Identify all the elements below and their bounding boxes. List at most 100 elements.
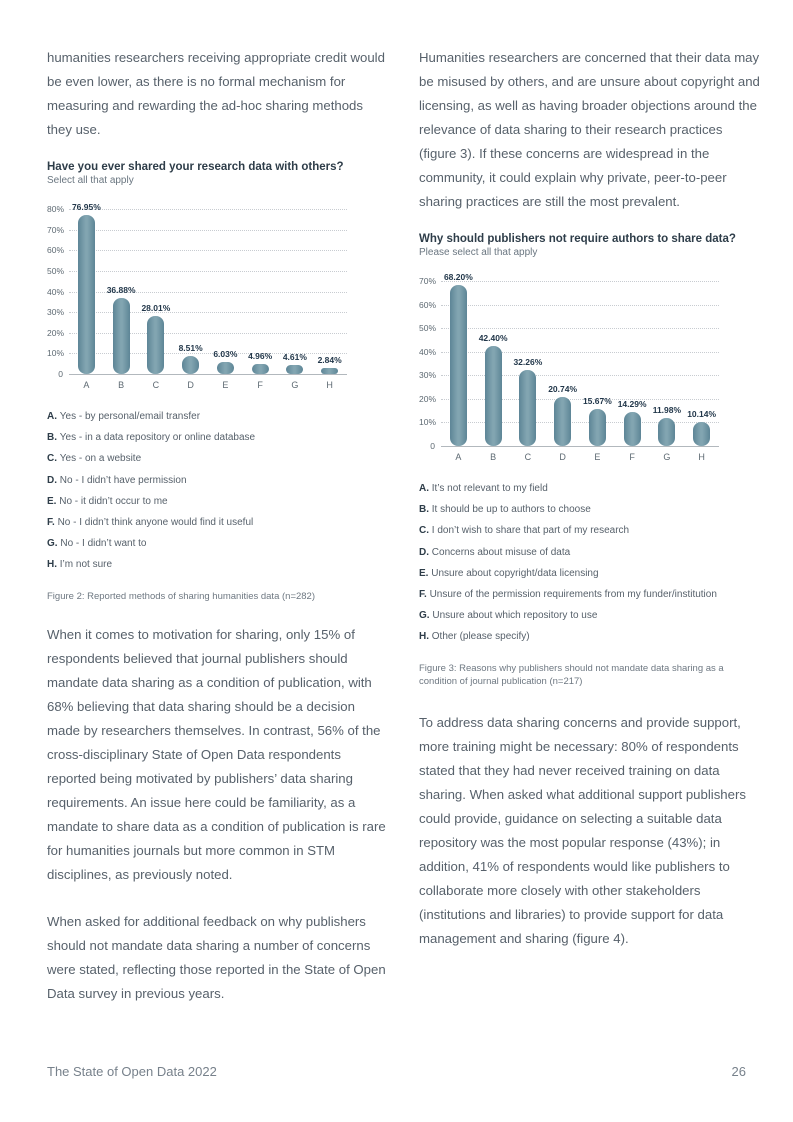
x-axis-label: D <box>559 452 566 462</box>
paragraph-support: To address data sharing concerns and pro… <box>419 714 746 946</box>
x-axis-label: F <box>257 380 263 390</box>
x-axis-line <box>441 446 719 447</box>
gridline <box>441 398 719 400</box>
gridline <box>69 270 347 272</box>
legend-item: E. Unsure about copyright/data licensing <box>419 567 599 579</box>
x-axis-label: B <box>490 452 497 462</box>
bar-value-label: 10.14% <box>687 409 717 420</box>
legend-item: E. No - it didn’t occur to me <box>47 495 168 507</box>
bar-C <box>147 316 165 374</box>
y-axis-tick: 20% <box>47 327 65 338</box>
figure-caption: Figure 3: Reasons why publishers should … <box>419 662 724 687</box>
legend-key: H. <box>47 559 60 571</box>
y-axis-tick: 10% <box>419 417 437 428</box>
x-axis-label: C <box>152 380 160 390</box>
bar-value-label: 36.88% <box>106 284 136 295</box>
x-axis-label: F <box>629 452 635 462</box>
legend-item: H. I’m not sure <box>47 559 113 571</box>
legend-item: A. Yes - by personal/email transfer <box>47 411 201 422</box>
chart-subtitle: Select all that apply <box>47 175 134 186</box>
two-column-layout: humanities researchers receiving appropr… <box>47 46 762 1024</box>
y-axis-tick: 50% <box>419 323 437 334</box>
bar-value-label: 28.01% <box>141 303 171 314</box>
bar-E <box>588 409 606 446</box>
figure-3-block: Why should publishers not require author… <box>419 232 762 688</box>
legend-key: B. <box>47 432 60 444</box>
paragraph-concerns: Humanities researchers are concerned tha… <box>419 50 760 209</box>
legend-key: C. <box>47 453 60 465</box>
x-axis-label: B <box>118 380 125 390</box>
paragraph-feedback: When asked for additional feedback on wh… <box>47 913 386 1001</box>
figure-2-block: Have you ever shared your research data … <box>47 160 390 603</box>
gridline <box>69 291 347 293</box>
bar-B <box>484 346 502 446</box>
page-footer: The State of Open Data 2022 26 <box>47 1064 746 1079</box>
bar-value-label: 42.40% <box>478 333 508 344</box>
gridline <box>441 422 719 424</box>
legend-item: A. It’s not relevant to my field <box>419 483 548 494</box>
bar-value-label: 15.67% <box>582 396 612 407</box>
bar-A <box>449 285 467 446</box>
bar-F <box>623 412 641 446</box>
legend-key: A. <box>47 411 60 422</box>
gridline <box>441 375 719 377</box>
y-axis-tick: 40% <box>419 346 437 357</box>
legend-item: G. Unsure about which repository to use <box>419 610 598 622</box>
legend-item: G. No - I didn’t want to <box>47 538 147 550</box>
legend-key: F. <box>419 589 430 601</box>
legend-item: C. Yes - on a website <box>47 453 142 465</box>
legend-key: C. <box>419 525 432 537</box>
x-axis-label: H <box>698 452 705 462</box>
legend-key: D. <box>419 546 432 558</box>
y-axis-tick: 70% <box>419 276 437 286</box>
bar-A <box>77 215 95 374</box>
left-column: humanities researchers receiving appropr… <box>47 46 390 1024</box>
bar-E <box>216 361 234 374</box>
legend-key: H. <box>419 631 432 643</box>
gridline <box>441 281 719 282</box>
legend-item: B. It should be up to authors to choose <box>419 504 591 516</box>
gridline <box>69 312 347 314</box>
bar-G <box>658 417 676 446</box>
bar-D <box>182 356 200 374</box>
bar-chart-plot: 70% 60% 50% 40% 30% 20% 10% 0 68.20% A 42.40% B 32.2… <box>419 269 725 464</box>
x-axis-label: E <box>594 452 601 462</box>
y-axis-tick: 60% <box>47 245 65 256</box>
y-axis-tick: 20% <box>419 393 437 404</box>
bar-value-label: 6.03% <box>213 348 238 359</box>
legend-key: A. <box>419 483 432 494</box>
bar-value-label: 68.20% <box>443 272 473 283</box>
x-axis-label: G <box>663 452 671 462</box>
y-axis-tick: 60% <box>419 299 437 310</box>
bar-value-label: 11.98% <box>652 404 682 415</box>
x-axis-label: A <box>83 380 90 390</box>
gridline <box>69 332 347 334</box>
x-axis-label: E <box>222 380 229 390</box>
bar-value-label: 76.95% <box>71 202 101 213</box>
legend-item: F. No - I didn’t think anyone would find… <box>47 517 254 529</box>
y-axis-tick: 40% <box>47 286 65 297</box>
y-axis-tick: 0 <box>430 441 435 451</box>
legend-item: D. No - I didn’t have permission <box>47 474 187 486</box>
footer-report-title: The State of Open Data 2022 <box>47 1064 217 1079</box>
bar-F <box>251 363 269 374</box>
legend-item: B. Yes - in a data repository or online … <box>47 432 256 444</box>
bar-value-label: 4.61% <box>282 351 307 362</box>
bar-H <box>693 422 711 446</box>
y-axis-tick: 0 <box>58 369 63 379</box>
bar-value-label: 2.84% <box>317 355 342 366</box>
gridline <box>69 229 347 231</box>
legend-key: G. <box>419 610 433 622</box>
bar-B <box>112 297 130 374</box>
page-number: 26 <box>731 1064 746 1079</box>
bar-chart-plot: 80% 70% 60% 50% 40% 30% 20% 10% 0 76.95% A 36.88% B 2… <box>47 197 353 392</box>
chart-legend: A. Yes - by personal/email transfer B. Ye… <box>47 406 390 576</box>
y-axis-tick: 30% <box>47 307 65 318</box>
bar-C <box>519 369 537 446</box>
bar-value-label: 14.29% <box>617 399 647 410</box>
bar-H <box>321 368 339 374</box>
gridline <box>441 351 719 353</box>
bar-value-label: 32.26% <box>513 356 543 367</box>
bar-value-label: 4.96% <box>248 350 273 361</box>
legend-key: F. <box>47 517 58 529</box>
